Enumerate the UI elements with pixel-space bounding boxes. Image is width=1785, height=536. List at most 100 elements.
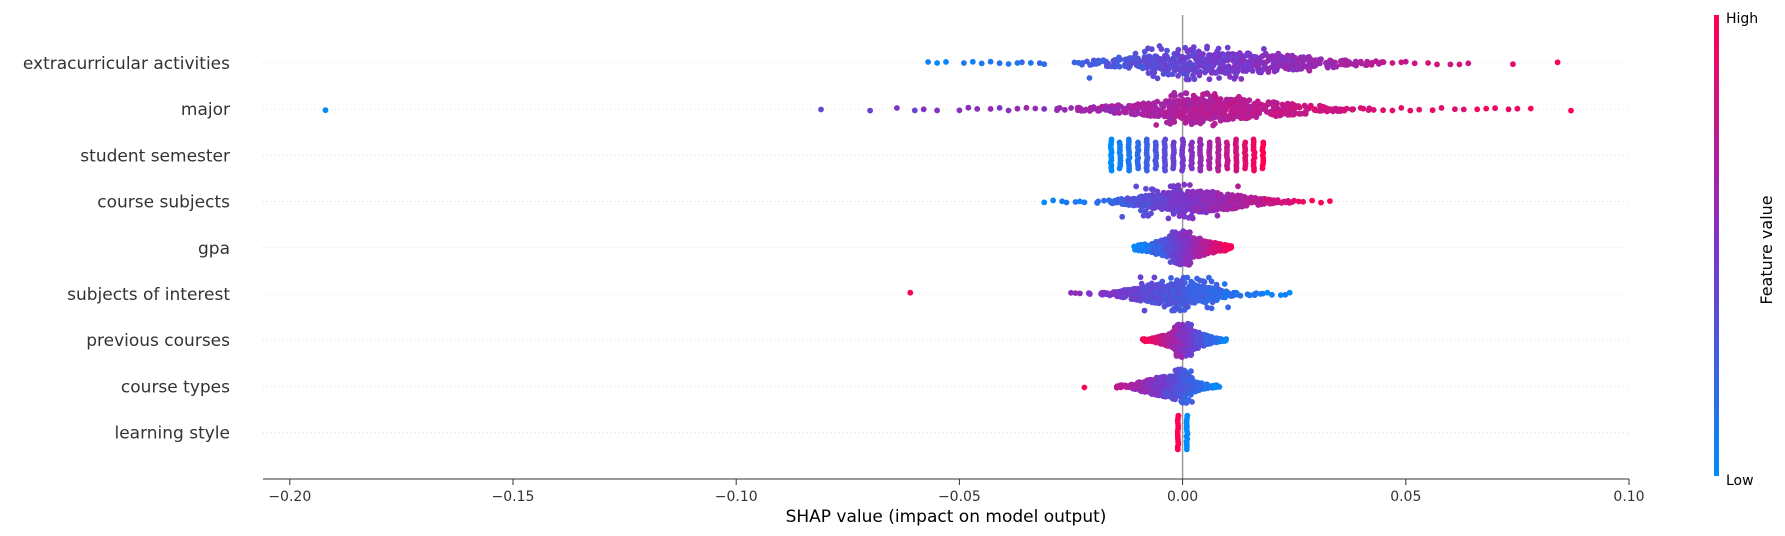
shap-point-major (1041, 106, 1048, 112)
shap-point-major (1225, 96, 1232, 103)
shap-point-major (974, 106, 981, 112)
shap-point-subjects-of-interest (1086, 290, 1093, 297)
shap-point-extracurricular-activities (1096, 60, 1102, 66)
shap-point-course-subjects (1214, 212, 1221, 219)
shap-point-extracurricular-activities (1105, 60, 1111, 67)
shap-point-extracurricular-activities (1425, 60, 1431, 66)
shap-point-major (1187, 118, 1194, 125)
shap-point-course-subjects (1309, 197, 1315, 204)
shap-point-major (1199, 118, 1206, 125)
shap-point-gpa (1219, 242, 1225, 249)
x-tick-label: 0.05 (1390, 489, 1421, 505)
x-tick-label: −0.05 (938, 489, 981, 505)
shap-point-course-subjects (1170, 183, 1177, 189)
shap-point-extracurricular-activities (1298, 56, 1304, 63)
shap-point-course-subjects (1138, 207, 1144, 214)
shap-point-previous-courses (1164, 334, 1171, 340)
shap-point-extracurricular-activities (1237, 58, 1244, 64)
shap-point-subjects-of-interest (1151, 274, 1158, 281)
feature-label-subjects-of-interest: subjects of interest (67, 285, 230, 305)
shap-point-gpa (1191, 241, 1198, 248)
shap-point-major (1032, 105, 1039, 112)
colorbar-low-label: Low (1726, 473, 1754, 489)
shap-point-major (1254, 98, 1261, 105)
shap-point-subjects-of-interest (1120, 294, 1126, 301)
shap-point-major (1158, 101, 1165, 107)
shap-point-course-types (1181, 399, 1187, 406)
feature-label-previous-courses: previous courses (86, 331, 230, 351)
shap-point-major (1258, 101, 1265, 108)
shap-point-course-types (1184, 374, 1191, 381)
shap-point-student-semester (1108, 167, 1115, 174)
shap-point-extracurricular-activities (978, 60, 985, 67)
shap-point-course-subjects (1248, 199, 1255, 206)
shap-point-subjects-of-interest (1136, 290, 1143, 297)
shap-point-course-subjects (1318, 199, 1324, 206)
x-ticks: −0.20 −0.15 −0.10 −0.05 0.00 0.05 0.10 (268, 479, 1645, 505)
shap-point-major (1197, 113, 1203, 120)
shap-point-extracurricular-activities (1196, 72, 1203, 79)
shap-point-student-semester (1144, 167, 1150, 174)
shap-point-subjects-of-interest (1169, 307, 1176, 314)
shap-point-major (1324, 108, 1330, 115)
shap-point-extracurricular-activities (1090, 57, 1097, 64)
shap-point-major (1217, 96, 1224, 102)
shap-point-gpa (1184, 229, 1191, 236)
shap-point-subjects-of-interest (1141, 307, 1148, 314)
shap-point-gpa (1185, 241, 1192, 247)
shap-point-course-subjects (1235, 183, 1241, 190)
shap-point-extracurricular-activities (1079, 61, 1085, 68)
shap-point-course-subjects (1175, 182, 1182, 189)
shap-point-gpa (1176, 240, 1183, 247)
shap-point-major (1061, 106, 1068, 113)
shap-point-course-types (1169, 380, 1175, 386)
shap-point-extracurricular-activities (1214, 68, 1221, 75)
shap-point-course-types (1134, 383, 1141, 390)
shap-point-gpa (1197, 253, 1204, 259)
shap-point-course-subjects (1110, 200, 1117, 206)
shap-point-extracurricular-activities (1278, 61, 1284, 68)
shap-point-major (1204, 90, 1210, 97)
feature-label-major: major (181, 100, 230, 120)
shap-point-extracurricular-activities (1187, 47, 1194, 53)
colorbar-gradient (1714, 15, 1719, 476)
shap-point-previous-courses (1161, 340, 1168, 347)
shap-point-student-semester (1197, 167, 1204, 174)
shap-point-major (1087, 105, 1094, 111)
shap-point-course-subjects (1209, 188, 1216, 195)
shap-point-gpa (1170, 256, 1177, 263)
shap-point-major (1224, 113, 1231, 120)
shap-point-major (1212, 104, 1219, 111)
shap-point-course-subjects (1196, 188, 1203, 195)
shap-point-major (1056, 105, 1063, 111)
shap-point-student-semester (1170, 165, 1176, 172)
shap-point-major (965, 104, 972, 111)
shap-point-major (1288, 104, 1295, 111)
shap-point-course-subjects (1142, 208, 1149, 215)
shap-point-gpa (1176, 249, 1182, 256)
shap-point-major (1429, 107, 1436, 114)
shap-point-subjects-of-interest (1162, 287, 1169, 293)
shap-point-extracurricular-activities (1191, 76, 1198, 83)
shap-point-subjects-of-interest (1225, 289, 1231, 296)
shap-point-major (1171, 89, 1178, 96)
shap-point-extracurricular-activities (1135, 63, 1142, 70)
shap-point-course-subjects (1165, 215, 1172, 222)
shap-point-major (1144, 101, 1151, 108)
shap-point-major (1316, 108, 1323, 114)
shap-point-subjects-of-interest (1108, 291, 1115, 298)
shap-point-course-types (1155, 391, 1162, 397)
shap-point-extracurricular-activities (1251, 53, 1258, 60)
shap-point-previous-courses (1173, 353, 1180, 359)
shap-point-course-types (1183, 390, 1190, 396)
shap-point-extracurricular-activities (1145, 53, 1152, 60)
shap-point-subjects-of-interest (1181, 297, 1188, 304)
shap-point-extracurricular-activities (1273, 67, 1280, 73)
shap-point-extracurricular-activities (1223, 68, 1230, 74)
shap-point-course-subjects (1059, 198, 1065, 205)
shap-point-course-subjects (1172, 195, 1179, 202)
shap-point-course-subjects (1187, 182, 1193, 188)
shap-point-student-semester (1116, 165, 1123, 172)
shap-point-extracurricular-activities (996, 60, 1003, 67)
shap-point-gpa (1219, 247, 1226, 254)
